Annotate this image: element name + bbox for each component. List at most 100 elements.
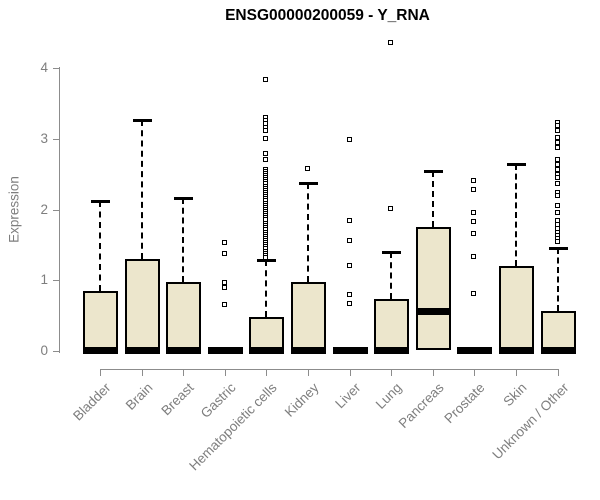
y-tick — [53, 280, 60, 282]
outlier-point — [554, 193, 560, 199]
whisker-cap — [257, 258, 277, 262]
outlier-point — [263, 151, 269, 157]
outlier-point — [346, 292, 352, 298]
median-line — [166, 346, 202, 354]
whisker-line — [140, 119, 143, 260]
outlier-point — [221, 285, 227, 291]
whisker-cap — [132, 118, 152, 122]
box — [540, 311, 576, 351]
median-line — [83, 346, 118, 354]
outlier-point — [554, 181, 560, 187]
whisker-cap — [299, 181, 318, 185]
median-line — [499, 346, 534, 354]
median-line — [124, 346, 160, 354]
x-tick — [432, 369, 434, 376]
box — [415, 226, 451, 350]
outlier-point — [346, 218, 352, 224]
median-line — [415, 307, 451, 315]
median-line — [207, 346, 243, 354]
whisker-cap — [423, 169, 443, 173]
outlier-point — [263, 156, 269, 162]
y-tick-label: 3 — [40, 130, 48, 146]
outlier-point — [346, 136, 352, 142]
x-tick — [516, 369, 517, 376]
outlier-point — [388, 206, 394, 212]
y-tick — [53, 138, 60, 140]
median-line — [332, 346, 368, 354]
y-tick — [53, 351, 60, 352]
y-tick — [53, 209, 60, 211]
whisker-line — [307, 182, 309, 282]
outlier-point — [346, 263, 352, 269]
y-tick-label: 1 — [40, 272, 48, 288]
outlier-point — [263, 128, 269, 134]
outlier-point — [471, 187, 477, 193]
outlier-point — [554, 134, 560, 140]
whisker-line — [390, 252, 393, 299]
x-tick — [474, 369, 476, 376]
outlier-point — [221, 301, 227, 307]
outlier-point — [471, 254, 477, 260]
chart-title: ENSG00000200059 - Y_RNA — [225, 7, 430, 24]
outlier-point — [471, 210, 477, 216]
whisker-cap — [174, 196, 194, 200]
whisker-cap — [507, 162, 526, 166]
whisker-line — [556, 248, 559, 312]
outlier-point — [554, 144, 560, 150]
whisker-line — [182, 197, 185, 283]
outlier-point — [221, 279, 227, 285]
whisker-line — [265, 259, 268, 318]
outlier-point — [554, 209, 560, 215]
whisker-cap — [548, 247, 568, 251]
outlier-point — [346, 238, 352, 243]
x-tick — [266, 369, 268, 376]
outlier-point — [554, 139, 560, 145]
outlier-point — [554, 127, 560, 133]
outlier-point — [471, 291, 477, 297]
x-tick — [224, 369, 226, 376]
x-tick — [308, 369, 309, 376]
whisker-cap — [382, 251, 402, 255]
x-tick — [183, 369, 185, 376]
box — [166, 282, 202, 351]
outlier-point — [471, 177, 477, 183]
box — [499, 266, 534, 351]
outlier-point — [346, 300, 352, 306]
whisker-line — [99, 201, 101, 291]
outlier-point — [221, 251, 227, 257]
median-line — [291, 346, 326, 354]
outlier-point — [263, 76, 269, 82]
median-line — [249, 346, 285, 354]
box — [374, 298, 410, 351]
x-tick — [349, 369, 351, 376]
whisker-line — [515, 163, 517, 267]
y-tick-label: 2 — [40, 201, 48, 217]
y-tick-label: 4 — [40, 60, 48, 76]
outlier-point — [388, 40, 394, 46]
box — [124, 259, 160, 351]
outlier-point — [221, 240, 227, 246]
x-axis-line — [100, 369, 559, 370]
y-tick-label: 0 — [40, 343, 48, 358]
median-line — [457, 346, 493, 354]
median-line — [374, 346, 410, 354]
y-tick — [53, 68, 60, 70]
whisker-cap — [91, 200, 110, 204]
outlier-point — [263, 136, 269, 142]
outlier-point — [471, 218, 477, 224]
x-tick — [391, 369, 393, 376]
outlier-point — [554, 203, 560, 209]
outlier-point — [471, 230, 477, 236]
x-tick — [100, 369, 101, 376]
outlier-point — [554, 238, 560, 244]
outlier-point — [305, 165, 310, 171]
box — [83, 290, 118, 351]
outlier-point — [263, 254, 269, 260]
box — [291, 281, 326, 351]
x-tick — [557, 369, 559, 376]
outlier-point — [554, 175, 560, 181]
outlier-point — [554, 156, 560, 162]
x-tick — [141, 369, 143, 376]
median-line — [540, 346, 576, 354]
